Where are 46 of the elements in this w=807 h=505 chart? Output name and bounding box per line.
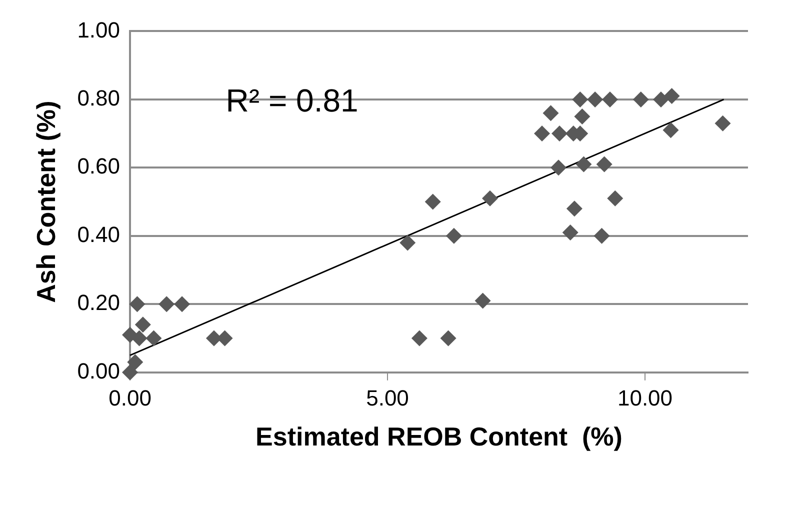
annotation: R² = 0.81 — [226, 82, 358, 119]
point — [146, 330, 162, 346]
y-tick-label: 0.60 — [77, 154, 120, 179]
x-axis-title: Estimated REOB Content (%) — [256, 422, 622, 452]
point — [474, 292, 491, 309]
point — [482, 190, 498, 206]
point — [440, 330, 456, 346]
point — [158, 296, 175, 312]
point — [664, 88, 680, 104]
y-tick-label: 0.40 — [77, 222, 120, 247]
point — [174, 296, 190, 312]
point — [129, 296, 146, 312]
point — [587, 91, 604, 108]
point — [632, 91, 649, 108]
point — [576, 156, 592, 172]
x-tick-label: 5.00 — [366, 386, 409, 411]
point — [596, 156, 612, 172]
y-axis-title: Ash Content (%) — [30, 100, 61, 303]
point — [562, 224, 578, 241]
point — [552, 126, 568, 142]
y-tick-label: 0.80 — [77, 86, 120, 111]
point — [446, 228, 462, 244]
point — [411, 330, 428, 346]
x-tick-label: 10.00 — [617, 386, 673, 411]
point — [662, 122, 679, 138]
point — [534, 126, 550, 142]
point — [652, 91, 669, 108]
point — [572, 91, 588, 108]
point — [122, 364, 138, 380]
y-tick-label: 0.00 — [77, 358, 120, 384]
point — [400, 234, 416, 251]
y-tick-label: 0.20 — [77, 290, 120, 316]
y-tick-label: 1.00 — [77, 17, 120, 42]
point — [131, 330, 148, 346]
point — [424, 194, 441, 210]
point — [550, 160, 566, 176]
point — [566, 200, 582, 217]
point — [602, 91, 618, 108]
point — [127, 354, 144, 370]
point — [714, 115, 731, 132]
point — [594, 228, 610, 244]
x-tick-label: 0.00 — [108, 386, 152, 411]
point — [542, 105, 559, 122]
point — [134, 316, 151, 333]
point — [574, 108, 590, 124]
point — [607, 190, 624, 206]
